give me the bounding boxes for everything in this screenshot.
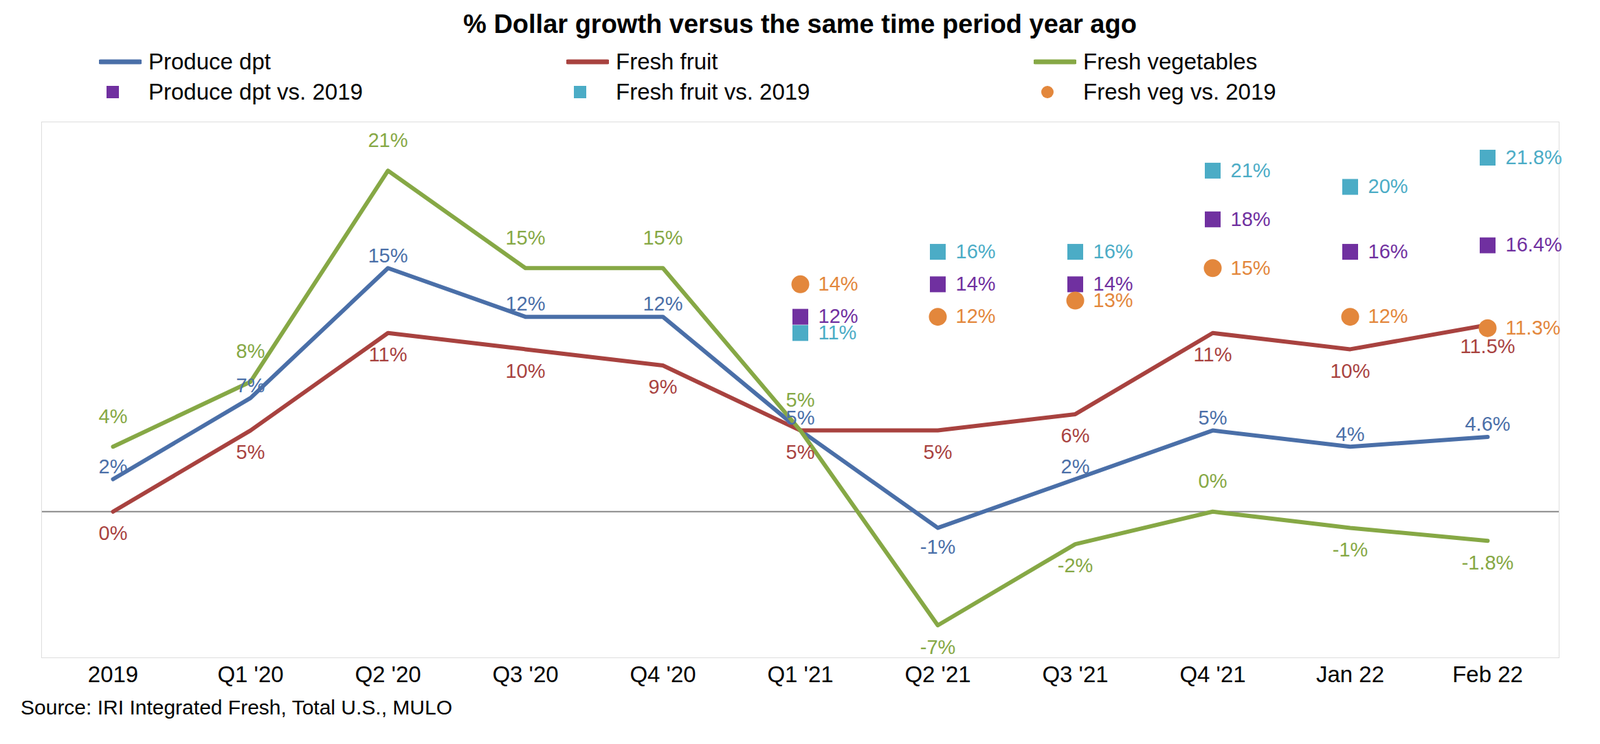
svg-text:21%: 21% xyxy=(367,129,408,152)
svg-text:14%: 14% xyxy=(1093,272,1133,295)
svg-text:12%: 12% xyxy=(1368,305,1409,328)
html-text:Fresh fruit: Fresh fruit xyxy=(615,48,718,75)
svg-text:Q1 '20: Q1 '20 xyxy=(217,661,284,688)
svg-text:5%: 5% xyxy=(786,389,816,411)
svg-text:5%: 5% xyxy=(785,406,815,429)
svg-text:11%: 11% xyxy=(818,321,858,344)
svg-text:4%: 4% xyxy=(98,405,128,428)
svg-text:Jan 22: Jan 22 xyxy=(1316,661,1385,688)
svg-text:12%: 12% xyxy=(505,292,546,315)
html-text:Fresh veg vs. 2019: Fresh veg vs. 2019 xyxy=(1083,79,1277,105)
svg-text:16%: 16% xyxy=(956,240,996,263)
svg-text:4%: 4% xyxy=(1336,423,1365,446)
svg-text:15%: 15% xyxy=(505,226,546,249)
svg-text:Q1 '21: Q1 '21 xyxy=(767,661,833,688)
svg-text:Q2 '21: Q2 '21 xyxy=(904,661,971,688)
svg-text:2019: 2019 xyxy=(87,661,139,688)
svg-text:8%: 8% xyxy=(236,340,266,363)
svg-text:11%: 11% xyxy=(369,343,408,366)
svg-text:10%: 10% xyxy=(505,360,546,383)
svg-text:15%: 15% xyxy=(642,226,683,249)
svg-text:Q3 '21: Q3 '21 xyxy=(1041,661,1108,688)
svg-text:11%: 11% xyxy=(1193,343,1233,366)
svg-text:6%: 6% xyxy=(1061,424,1091,447)
svg-text:14%: 14% xyxy=(956,272,996,295)
svg-text:12%: 12% xyxy=(642,292,683,315)
svg-text:Q2 '20: Q2 '20 xyxy=(354,661,421,688)
svg-text:Q4 '21: Q4 '21 xyxy=(1179,661,1246,688)
svg-text:16%: 16% xyxy=(1093,240,1134,263)
html-text:Fresh vegetables: Fresh vegetables xyxy=(1083,48,1258,75)
svg-text:12%: 12% xyxy=(956,305,996,328)
svg-text:5%: 5% xyxy=(236,441,266,464)
svg-text:0%: 0% xyxy=(1198,470,1228,493)
svg-text:15%: 15% xyxy=(1230,257,1271,280)
svg-text:21%: 21% xyxy=(1230,159,1271,182)
svg-text:-1%: -1% xyxy=(920,536,957,559)
svg-text:21.8%: 21.8% xyxy=(1505,146,1563,169)
svg-text:9%: 9% xyxy=(648,375,678,398)
svg-text:-7%: -7% xyxy=(920,636,957,659)
svg-text:16.4%: 16.4% xyxy=(1505,233,1563,256)
svg-text:Q3 '20: Q3 '20 xyxy=(492,661,559,688)
svg-text:15%: 15% xyxy=(367,244,408,267)
svg-text:20%: 20% xyxy=(1368,175,1409,198)
svg-text:14%: 14% xyxy=(818,272,859,295)
html-text:Source: IRI Integrated Fresh,: Source: IRI Integrated Fresh, Total U.S.… xyxy=(20,696,453,719)
html-text:% Dollar growth versus the sam: % Dollar growth versus the same time per… xyxy=(463,9,1137,39)
svg-text:5%: 5% xyxy=(923,441,953,464)
svg-text:5%: 5% xyxy=(786,441,816,464)
html-text:Produce dpt: Produce dpt xyxy=(148,48,271,75)
svg-text:10%: 10% xyxy=(1329,360,1370,383)
svg-text:Q4 '20: Q4 '20 xyxy=(629,661,696,688)
svg-text:-2%: -2% xyxy=(1057,554,1094,577)
svg-text:5%: 5% xyxy=(1198,406,1228,429)
svg-text:2%: 2% xyxy=(98,455,128,478)
html-text:Fresh fruit vs. 2019: Fresh fruit vs. 2019 xyxy=(615,79,810,105)
html-text:Produce dpt vs. 2019: Produce dpt vs. 2019 xyxy=(148,79,363,105)
svg-text:-1.8%: -1.8% xyxy=(1461,551,1515,574)
svg-text:0%: 0% xyxy=(98,522,128,545)
svg-text:4.6%: 4.6% xyxy=(1464,413,1510,436)
svg-text:7%: 7% xyxy=(236,374,266,397)
svg-text:13%: 13% xyxy=(1093,289,1134,312)
svg-text:18%: 18% xyxy=(1230,208,1271,231)
svg-text:Feb 22: Feb 22 xyxy=(1452,661,1524,688)
svg-text:2%: 2% xyxy=(1061,455,1091,478)
svg-text:11.3%: 11.3% xyxy=(1505,316,1561,339)
svg-text:-1%: -1% xyxy=(1332,538,1369,561)
svg-text:16%: 16% xyxy=(1368,240,1409,263)
svg-text:11.5%: 11.5% xyxy=(1459,335,1515,358)
svg-text:12%: 12% xyxy=(818,305,859,328)
